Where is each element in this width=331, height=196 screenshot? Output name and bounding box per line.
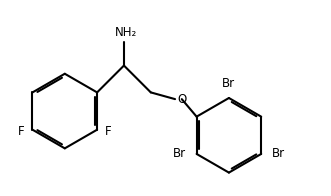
Text: O: O <box>178 93 187 106</box>
Text: Br: Br <box>222 77 235 90</box>
Text: NH₂: NH₂ <box>115 26 137 39</box>
Text: Br: Br <box>272 147 285 161</box>
Text: F: F <box>18 125 24 138</box>
Text: F: F <box>105 125 112 138</box>
Text: Br: Br <box>173 147 186 161</box>
